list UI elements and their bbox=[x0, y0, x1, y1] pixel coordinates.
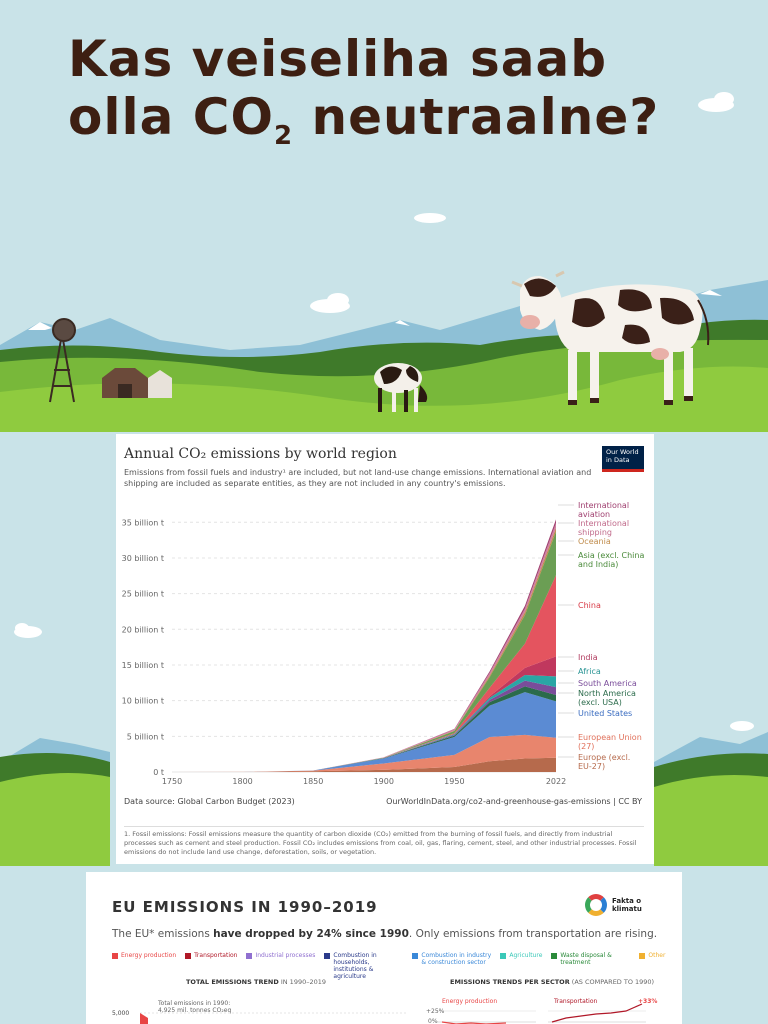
chart-source: Data source: Global Carbon Budget (2023) bbox=[124, 797, 295, 806]
y-tick-label: 25 billion t bbox=[122, 590, 164, 599]
eu-legend-item: Agriculture bbox=[500, 952, 542, 980]
series-label: India bbox=[578, 653, 598, 662]
legend-label: Waste disposal & treatment bbox=[560, 952, 612, 966]
standing-cow-icon bbox=[511, 270, 710, 405]
legend-swatch bbox=[412, 953, 419, 959]
x-tick-label: 1800 bbox=[232, 777, 252, 786]
farm-landscape-illustration bbox=[0, 92, 768, 432]
legend-swatch bbox=[324, 953, 331, 959]
sector-trend-heading: EMISSIONS TRENDS PER SECTOR (AS COMPARED… bbox=[450, 978, 655, 986]
eu-subtitle: The EU* emissions have dropped by 24% si… bbox=[112, 928, 658, 940]
legend-label: Agriculture bbox=[509, 952, 543, 959]
eu-emissions-card: EU EMISSIONS IN 1990–2019 Fakta o klimat… bbox=[86, 872, 682, 1024]
legend-swatch bbox=[639, 953, 646, 959]
y-tick-label: 5 billion t bbox=[127, 732, 164, 741]
slide-background-illustration bbox=[0, 623, 768, 866]
eu-emissions-slide: EU EMISSIONS IN 1990–2019 Fakta o klimat… bbox=[0, 866, 768, 1024]
chart-slide: Annual CO₂ emissions by world region Emi… bbox=[0, 432, 768, 866]
legend-label: Industrial processes bbox=[255, 952, 316, 959]
legend-swatch bbox=[185, 953, 192, 959]
eu-legend: Energy production Transportation Industria… bbox=[112, 952, 665, 980]
series-label: China bbox=[578, 601, 601, 610]
eu-legend-item: Combustion in households, institutions &… bbox=[324, 952, 403, 980]
windmill-icon bbox=[49, 318, 76, 403]
chart-footnote: 1. Fossil emissions: Fossil emissions me… bbox=[124, 826, 644, 857]
cloud-icon bbox=[310, 92, 734, 313]
co2-area-chart: 0 t 5 billion t 10 billion t 15 billion t 20… bbox=[122, 501, 645, 786]
series-label: Asia (excl. China and India) bbox=[578, 551, 644, 569]
chart-title: Annual CO₂ emissions by world region bbox=[124, 446, 397, 462]
fakta-logo-text: Fakta o klimatu bbox=[612, 897, 642, 913]
y-axis-5000: 5,000 bbox=[112, 1010, 130, 1017]
y-tick-label: 10 billion t bbox=[122, 697, 164, 706]
y-tick-label: 20 billion t bbox=[122, 625, 164, 634]
y-tick-label: 0 t bbox=[153, 768, 164, 777]
title-slide: Kas veiseliha saab olla CO2 neutraalne? bbox=[0, 0, 768, 432]
eu-legend-item: Combustion in industry & construction se… bbox=[412, 952, 491, 980]
area-series-africa[interactable] bbox=[172, 674, 556, 772]
series-label: International shipping bbox=[578, 519, 629, 537]
y-tick-label: 30 billion t bbox=[122, 554, 164, 563]
slide-title: Kas veiseliha saab olla CO2 neutraalne? bbox=[68, 30, 660, 151]
chart-subtitle: Emissions from fossil fuels and industry… bbox=[124, 468, 592, 488]
eu-legend-item: Energy production bbox=[112, 952, 176, 980]
energy-sector-label: Energy production bbox=[442, 998, 498, 1005]
eu-legend-item: Other bbox=[639, 952, 665, 980]
x-tick-label: 1850 bbox=[303, 777, 323, 786]
eu-mini-charts bbox=[140, 1003, 646, 1024]
series-label: Africa bbox=[578, 667, 601, 676]
barn-icon bbox=[102, 368, 172, 398]
fakta-ring-icon bbox=[585, 894, 607, 916]
hill-front bbox=[0, 366, 768, 432]
eu-legend-item: Waste disposal & treatment bbox=[551, 952, 630, 980]
y-tick-label: 35 billion t bbox=[122, 518, 164, 527]
x-tick-label: 2022 bbox=[546, 777, 566, 786]
cloud-icon bbox=[14, 623, 754, 731]
transport-change: +33% bbox=[638, 998, 658, 1005]
x-tick-label: 1950 bbox=[444, 777, 464, 786]
series-label: International aviation bbox=[578, 501, 629, 519]
legend-swatch bbox=[551, 953, 558, 959]
series-label: North America (excl. USA) bbox=[578, 689, 636, 707]
legend-label: Combustion in households, institutions &… bbox=[333, 952, 377, 980]
eu-legend-item: Industrial processes bbox=[246, 952, 315, 980]
area-series-europe-excl-eu-27-[interactable] bbox=[172, 757, 556, 772]
eu-legend-item: Transportation bbox=[185, 952, 237, 980]
sector-axis-zero: 0% bbox=[428, 1018, 438, 1024]
series-label: United States bbox=[578, 709, 632, 718]
legend-label: Other bbox=[648, 952, 666, 959]
sector-axis-plus25: +25% bbox=[426, 1008, 445, 1015]
chart-source-link[interactable]: OurWorldInData.org/co2-and-greenhouse-ga… bbox=[386, 797, 642, 806]
legend-swatch bbox=[246, 953, 253, 959]
co2-chart-card: Annual CO₂ emissions by world region Emi… bbox=[116, 434, 654, 864]
eu-title: EU EMISSIONS IN 1990–2019 bbox=[112, 898, 378, 916]
grazing-cow-icon bbox=[374, 363, 428, 412]
legend-label: Combustion in industry & construction se… bbox=[421, 952, 492, 966]
area-series-united-states[interactable] bbox=[172, 692, 556, 772]
series-label: Oceania bbox=[578, 537, 611, 546]
x-tick-label: 1900 bbox=[374, 777, 394, 786]
fakta-logo: Fakta o klimatu bbox=[585, 894, 656, 916]
total-note: Total emissions in 1990: 4,925 mil. tonne… bbox=[158, 1000, 232, 1014]
total-trend-heading: TOTAL EMISSIONS TREND IN 1990–2019 bbox=[186, 978, 327, 986]
series-label: Europe (excl. EU-27) bbox=[578, 753, 630, 771]
legend-label: Transportation bbox=[194, 952, 238, 959]
transport-sector-label: Transportation bbox=[554, 998, 598, 1005]
series-label: South America bbox=[578, 679, 637, 688]
legend-swatch bbox=[112, 953, 118, 959]
legend-label: Energy production bbox=[121, 952, 177, 959]
owid-logo[interactable]: Our World in Data bbox=[602, 446, 644, 472]
x-tick-label: 1750 bbox=[162, 777, 182, 786]
legend-swatch bbox=[500, 953, 507, 959]
y-tick-label: 15 billion t bbox=[122, 661, 164, 670]
series-label: European Union (27) bbox=[578, 733, 642, 751]
area-series-european-union-27-[interactable] bbox=[172, 734, 556, 772]
